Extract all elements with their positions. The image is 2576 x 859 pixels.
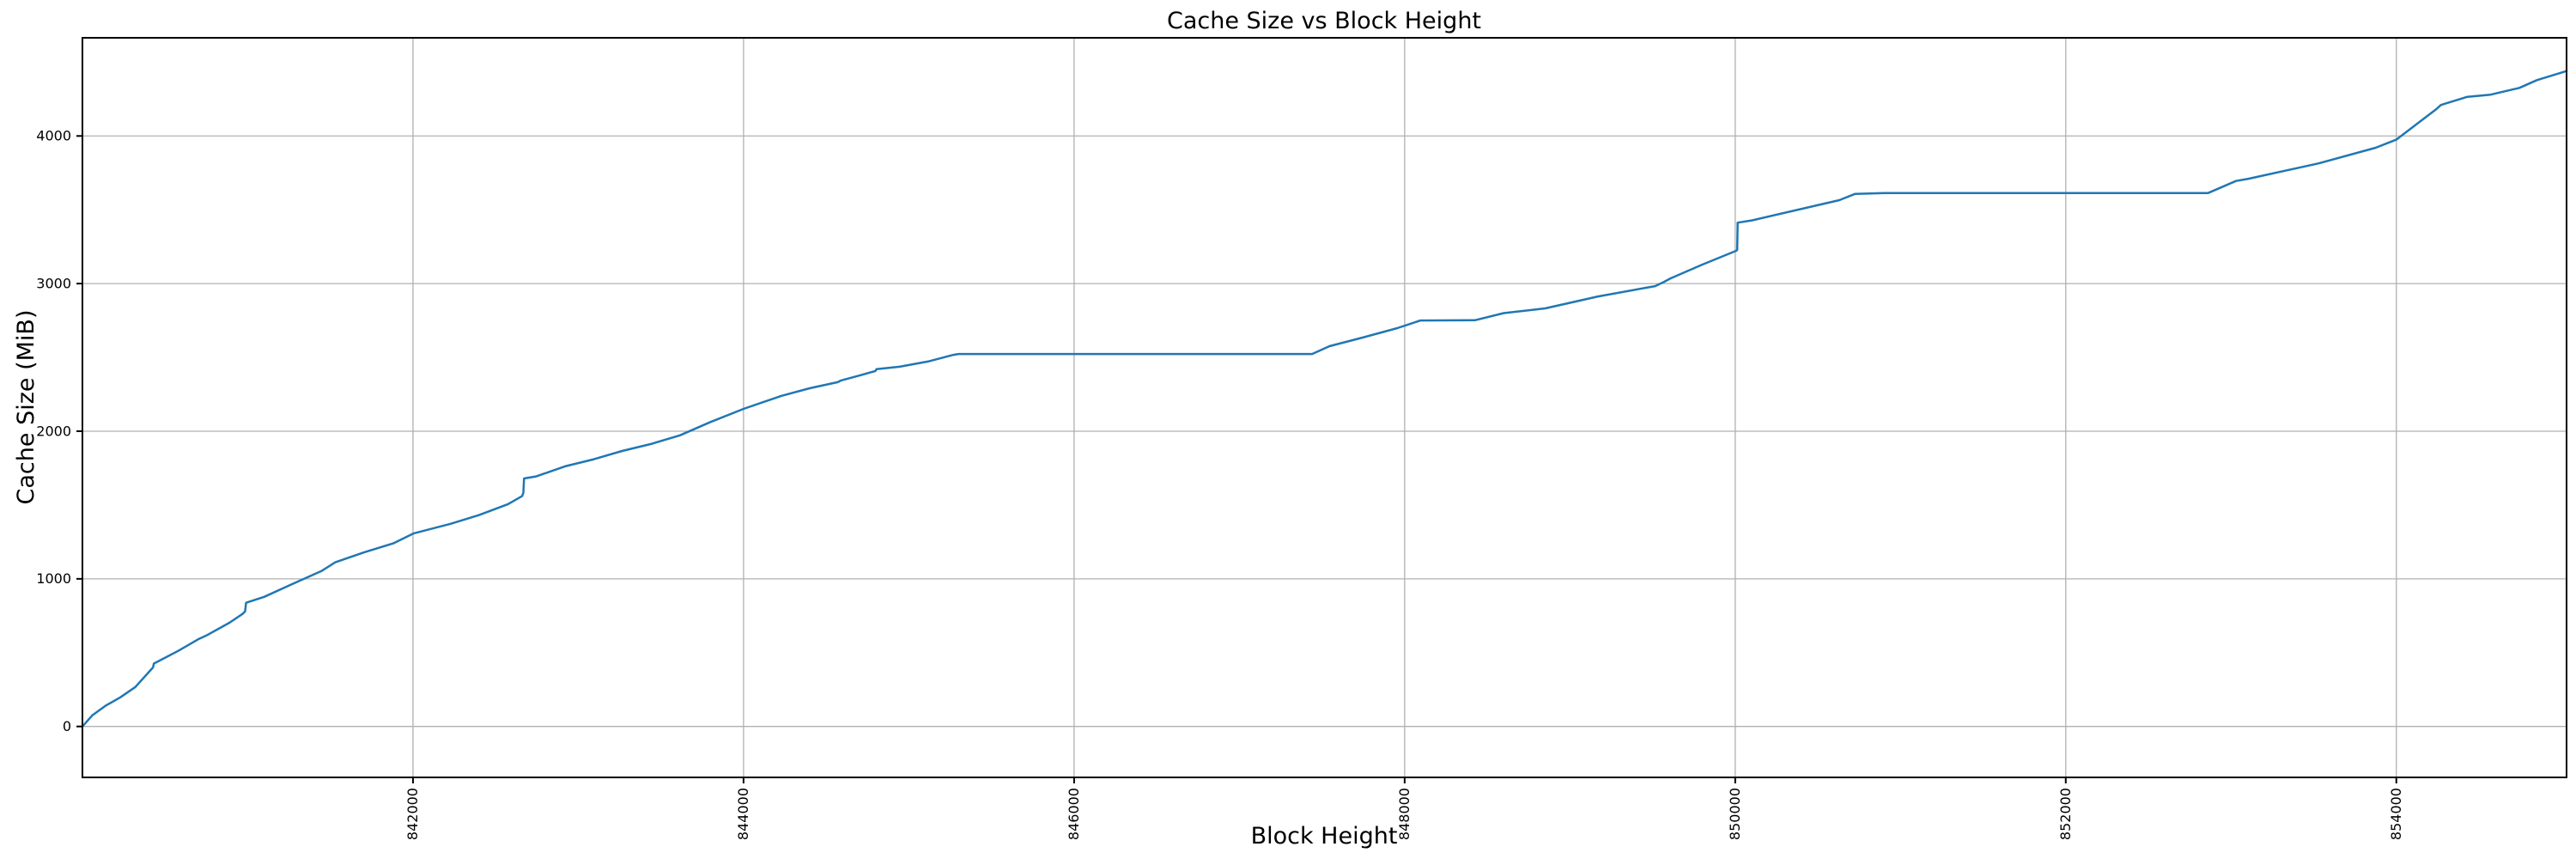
- x-tick-label: 844000: [735, 788, 751, 840]
- x-tick-label: 850000: [1727, 788, 1743, 840]
- axes-layer: [76, 37, 2567, 783]
- cache-size-line: [81, 70, 2568, 728]
- x-axis-label: Block Height: [1251, 823, 1398, 850]
- y-tick-label: 4000: [36, 128, 71, 144]
- chart-title: Cache Size vs Block Height: [1167, 8, 1481, 34]
- tick-label-layer: 842000 844000 846000 848000 850000 852000 8540…: [36, 128, 2404, 841]
- x-tick-label: 854000: [2388, 788, 2404, 840]
- y-tick-label: 1000: [36, 570, 71, 587]
- x-tick-label: 842000: [404, 788, 421, 840]
- y-tick-label: 0: [63, 718, 71, 734]
- x-tick-label: 852000: [2057, 788, 2074, 840]
- x-tick-label: 848000: [1396, 788, 1413, 840]
- series-layer: [81, 70, 2568, 728]
- axes-spines: [82, 37, 2567, 778]
- y-tick-label: 3000: [36, 275, 71, 291]
- grid-layer: [82, 38, 2567, 777]
- y-tick-label: 2000: [36, 423, 71, 439]
- y-axis-label: Cache Size (MiB): [13, 310, 39, 505]
- x-tick-label: 846000: [1066, 788, 1082, 840]
